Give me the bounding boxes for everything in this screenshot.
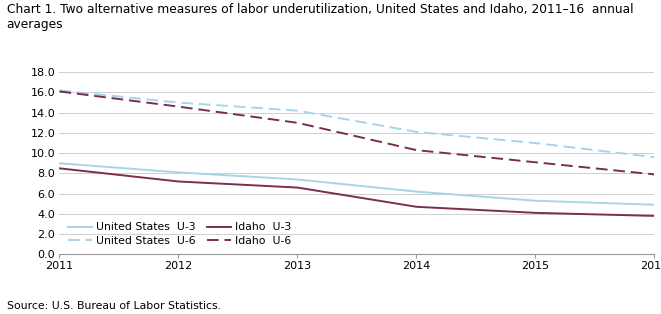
Legend: United States  U-3, United States  U-6, Idaho  U-3, Idaho  U-6: United States U-3, United States U-6, Id… xyxy=(65,219,294,249)
Text: Source: U.S. Bureau of Labor Statistics.: Source: U.S. Bureau of Labor Statistics. xyxy=(7,301,221,311)
Text: Chart 1. Two alternative measures of labor underutilization, United States and I: Chart 1. Two alternative measures of lab… xyxy=(7,3,633,31)
